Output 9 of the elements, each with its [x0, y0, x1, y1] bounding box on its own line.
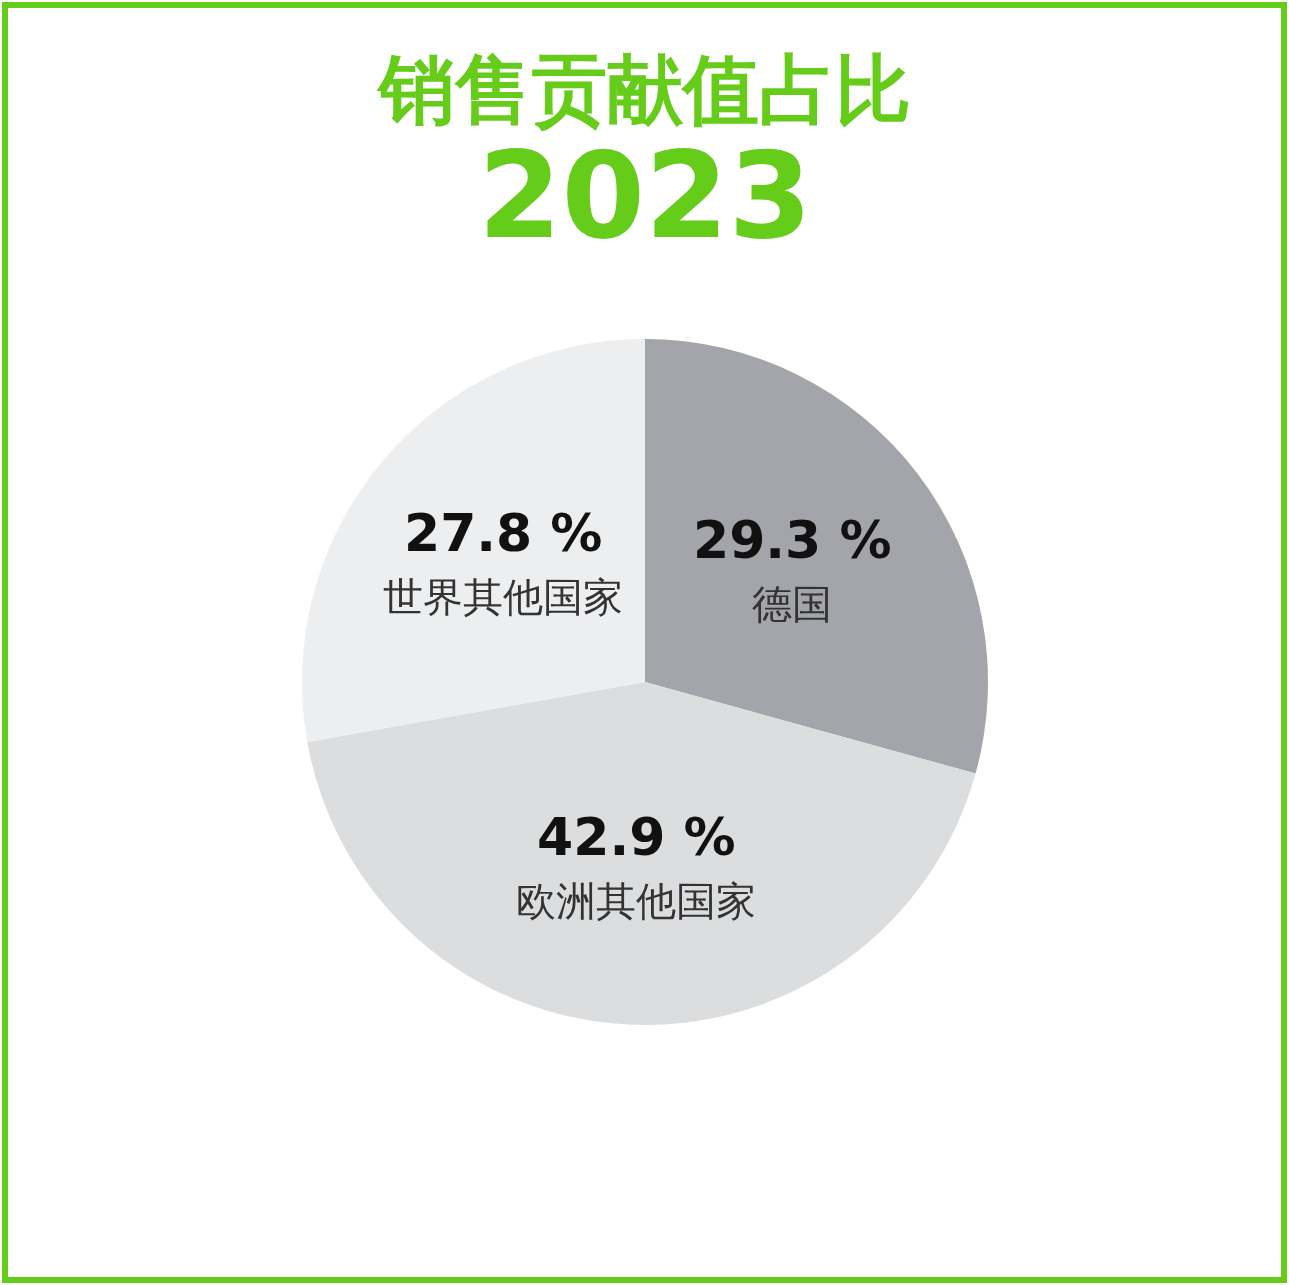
data-label: 42.9 % — [536, 806, 736, 867]
data-label: 29.3 % — [692, 509, 891, 570]
pie-slice — [301, 339, 645, 743]
slice-label: 欧洲其他国家 — [515, 877, 756, 924]
slice-label: 世界其他国家 — [382, 574, 623, 621]
slice-label: 德国 — [751, 580, 832, 627]
pie-slice — [306, 682, 976, 1025]
pie-slice — [644, 339, 988, 774]
data-label: 27.8 % — [403, 503, 602, 564]
